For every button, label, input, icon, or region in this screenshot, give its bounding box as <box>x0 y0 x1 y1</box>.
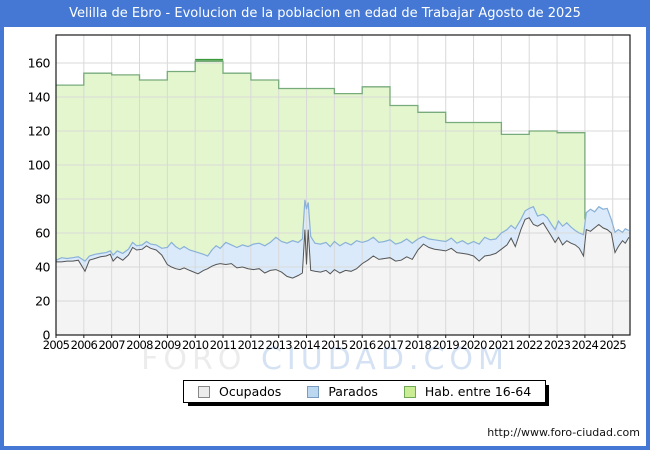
svg-text:2007: 2007 <box>98 338 125 352</box>
legend-label-parados: Parados <box>328 384 378 399</box>
svg-text:40: 40 <box>35 260 50 275</box>
svg-text:0: 0 <box>43 328 51 343</box>
legend-label-ocupados: Ocupados <box>219 384 282 399</box>
chart-title-bar: Velilla de Ebro - Evolucion de la poblac… <box>0 0 650 27</box>
legend-item-parados: Parados <box>307 384 378 399</box>
legend-item-ocupados: Ocupados <box>198 384 281 399</box>
svg-text:2020: 2020 <box>460 338 487 352</box>
svg-text:2025: 2025 <box>600 338 627 352</box>
svg-text:60: 60 <box>35 226 50 241</box>
watermark-part1: FORO <box>141 342 261 377</box>
svg-text:2009: 2009 <box>154 338 181 352</box>
watermark-part2: CIUDAD.COM <box>260 342 509 377</box>
svg-text:2024: 2024 <box>572 338 599 352</box>
svg-text:2006: 2006 <box>71 338 98 352</box>
svg-text:2017: 2017 <box>377 338 404 352</box>
svg-text:2012: 2012 <box>238 338 265 352</box>
svg-text:2016: 2016 <box>349 338 376 352</box>
legend-label-hab16-64: Hab. entre 16-64 <box>424 384 532 399</box>
hab16-64-swatch-icon <box>403 385 416 398</box>
svg-text:2008: 2008 <box>126 338 153 352</box>
parados-swatch-icon <box>307 385 320 398</box>
svg-text:80: 80 <box>35 192 50 207</box>
chart-title: Velilla de Ebro - Evolucion de la poblac… <box>69 6 581 21</box>
svg-text:2010: 2010 <box>182 338 209 352</box>
svg-text:2013: 2013 <box>265 338 292 352</box>
svg-text:2019: 2019 <box>432 338 459 352</box>
frame-border-bottom <box>0 446 650 450</box>
svg-text:2022: 2022 <box>516 338 543 352</box>
svg-text:100: 100 <box>28 158 51 173</box>
svg-text:2023: 2023 <box>544 338 571 352</box>
svg-text:20: 20 <box>35 294 50 309</box>
chart-legend: Ocupados Parados Hab. entre 16-64 <box>183 380 547 403</box>
legend-item-hab16-64: Hab. entre 16-64 <box>403 384 532 399</box>
svg-text:2005: 2005 <box>43 338 70 352</box>
svg-text:160: 160 <box>28 56 51 71</box>
frame-border-left <box>0 27 4 450</box>
svg-text:2014: 2014 <box>293 338 320 352</box>
svg-text:120: 120 <box>28 124 51 139</box>
svg-text:2011: 2011 <box>210 338 237 352</box>
svg-text:2015: 2015 <box>321 338 348 352</box>
foro-ciudad-watermark: FORO CIUDAD.COM <box>0 342 650 377</box>
ocupados-swatch-icon <box>198 385 210 398</box>
foro-ciudad-url: http://www.foro-ciudad.com <box>487 426 640 439</box>
svg-text:2021: 2021 <box>488 338 515 352</box>
svg-text:2018: 2018 <box>405 338 432 352</box>
svg-text:140: 140 <box>28 90 51 105</box>
frame-border-right <box>646 27 650 450</box>
